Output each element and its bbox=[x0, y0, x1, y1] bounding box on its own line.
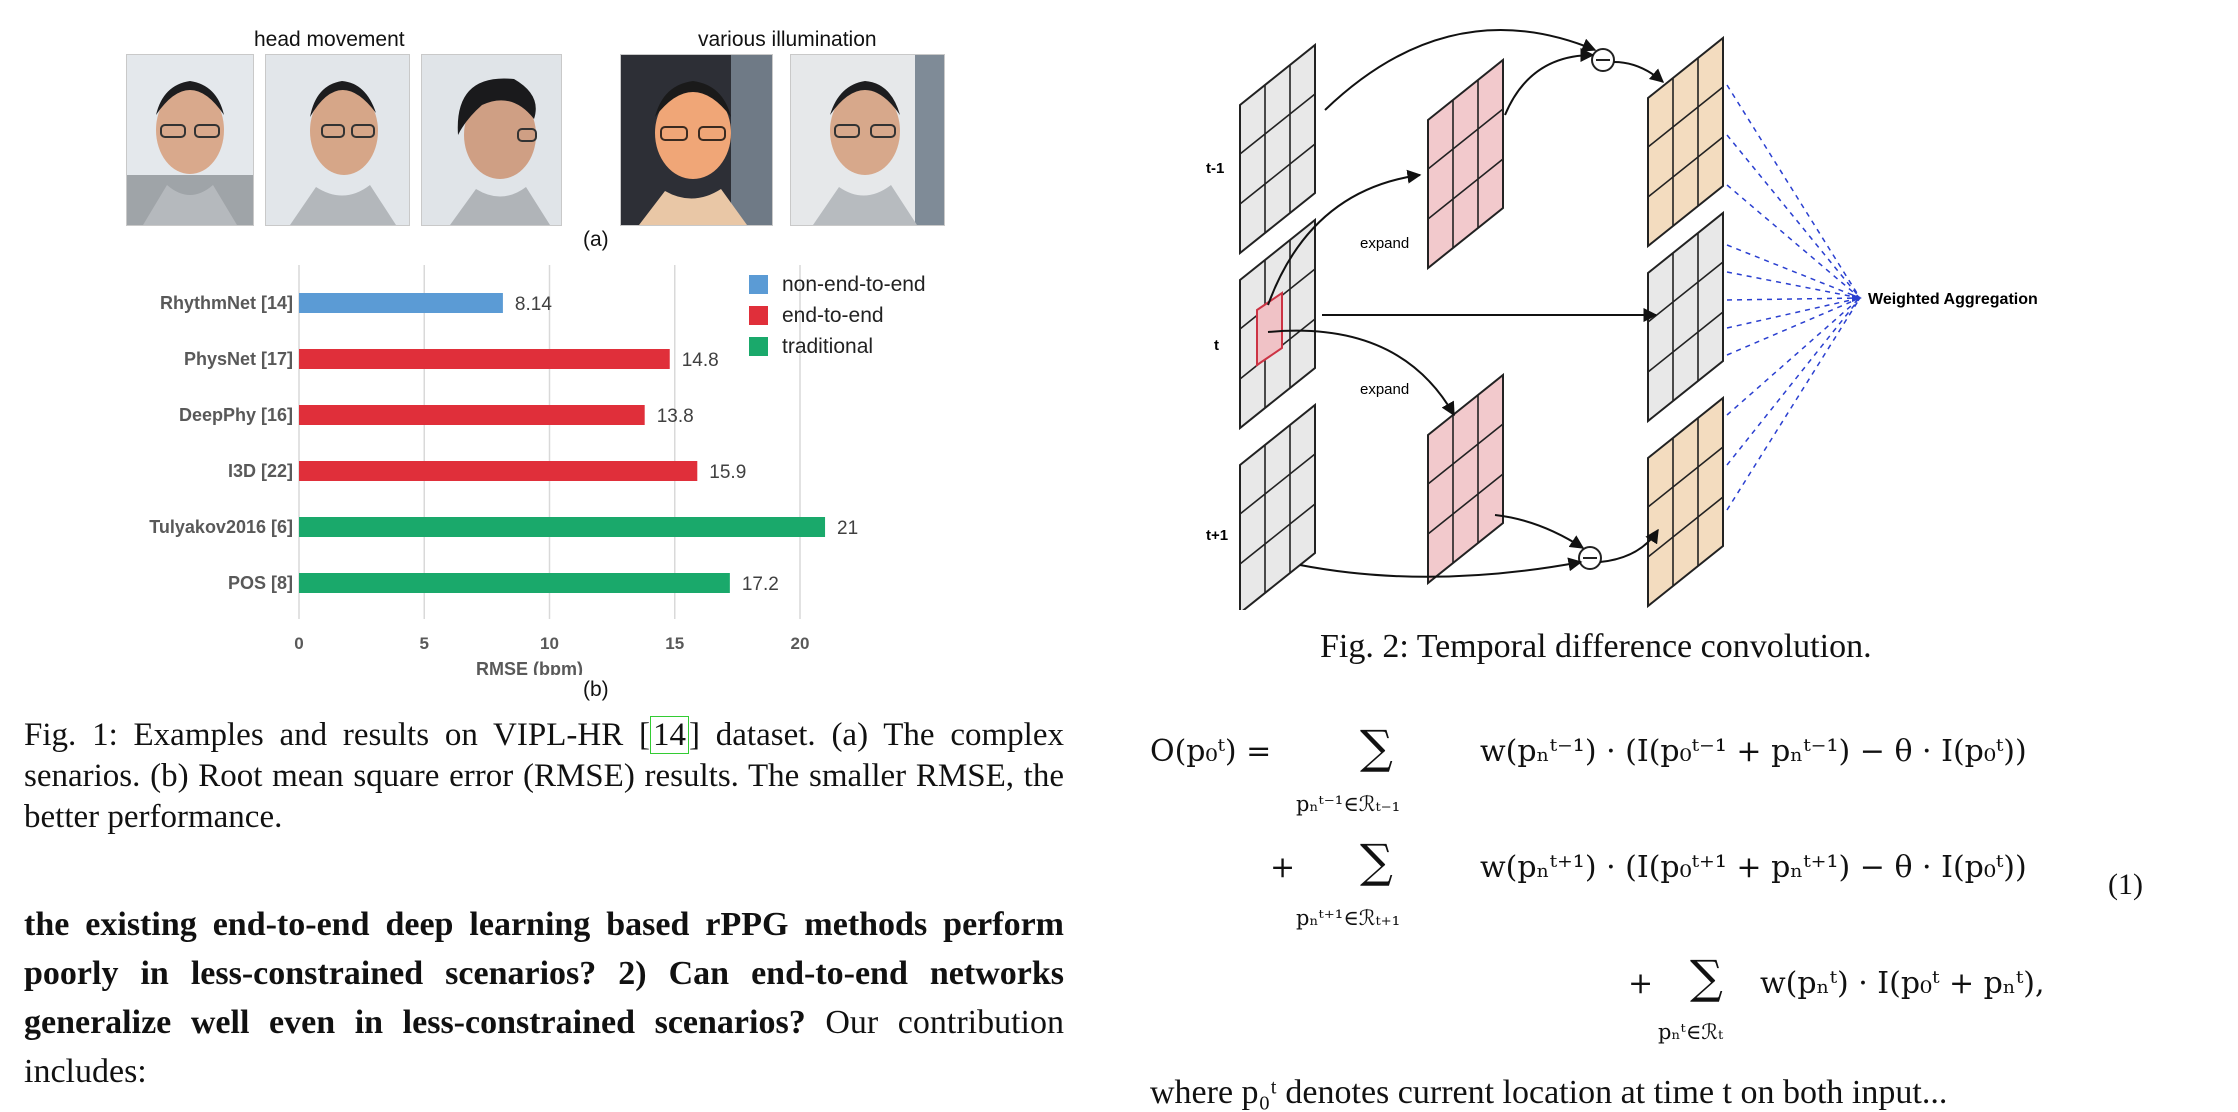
body-paragraph: the existing end-to-end deep learning ba… bbox=[24, 900, 1064, 1096]
legend-swatch bbox=[749, 337, 768, 356]
category-label: RhythmNet [14] bbox=[160, 293, 293, 313]
expand-label-bottom: expand bbox=[1360, 381, 1409, 398]
group-label-head-movement: head movement bbox=[254, 28, 405, 51]
data-label: 17.2 bbox=[742, 574, 779, 595]
category-label: POS [8] bbox=[228, 573, 293, 593]
body-bold-text: the existing end-to-end deep learning ba… bbox=[24, 906, 1064, 1041]
fig1-caption-prefix: Fig. 1: Examples and results on VIPL-HR … bbox=[24, 717, 650, 753]
panel-label-a: (a) bbox=[583, 228, 609, 251]
output-grid-top bbox=[1647, 35, 1724, 249]
eq-line3-plus: + bbox=[1628, 966, 1654, 1001]
row-label-t: t bbox=[1214, 337, 1219, 354]
panel-label-b: (b) bbox=[583, 678, 609, 701]
input-grid-t-minus-1 bbox=[1239, 42, 1316, 256]
eq-line2-plus: + bbox=[1270, 850, 1296, 885]
row-label-t-plus-1: t+1 bbox=[1206, 527, 1228, 544]
group-label-various-illumination: various illumination bbox=[698, 28, 877, 51]
aggregation-arrow-head bbox=[1852, 294, 1862, 302]
photo-face-normal-light bbox=[790, 54, 945, 226]
output-grid-middle bbox=[1647, 210, 1724, 424]
category-label: DeepPhy [16] bbox=[179, 405, 293, 425]
weighted-aggregation-label: Weighted Aggregation bbox=[1868, 291, 2038, 308]
data-label: 8.14 bbox=[515, 294, 552, 315]
bar bbox=[299, 405, 645, 425]
eq-line1-sum: ∑ bbox=[1360, 720, 1393, 774]
legend-label: non-end-to-end bbox=[782, 273, 926, 296]
photo-face-profile bbox=[421, 54, 562, 226]
category-label: PhysNet [17] bbox=[184, 349, 293, 369]
equation-number: (1) bbox=[2108, 868, 2143, 901]
data-label: 13.8 bbox=[657, 406, 694, 427]
fig1-caption-suffix: ] dataset. (a) The complex senarios. (b)… bbox=[24, 717, 1065, 835]
data-label: 21 bbox=[837, 518, 858, 539]
eq-line3-sum: ∑ bbox=[1690, 950, 1723, 1004]
output-grid-bottom bbox=[1647, 395, 1724, 609]
fig2-caption: Fig. 2: Temporal difference convolution. bbox=[1320, 628, 1872, 665]
input-grid-t bbox=[1239, 217, 1316, 431]
data-label: 15.9 bbox=[709, 462, 746, 483]
eq-line1-lhs: O(p₀ᵗ) = bbox=[1150, 734, 1272, 769]
photo-face-frontal bbox=[126, 54, 254, 226]
expanded-grid-top bbox=[1427, 57, 1504, 271]
eq-line1-body: w(pₙᵗ⁻¹) · (I(p₀ᵗ⁻¹ + pₙᵗ⁻¹) − θ · I(p₀ᵗ… bbox=[1480, 734, 2027, 769]
cut-off-text-line: where p₀ᵗ denotes current location at ti… bbox=[1150, 1074, 1948, 1111]
legend-swatch bbox=[749, 306, 768, 325]
minus-node-top bbox=[1591, 48, 1615, 72]
bar bbox=[299, 293, 503, 313]
expanded-grid-bottom bbox=[1427, 372, 1504, 586]
x-axis-title: RMSE (bpm) bbox=[476, 659, 583, 675]
expand-label-top: expand bbox=[1360, 235, 1409, 252]
x-tick-label: 5 bbox=[420, 634, 429, 653]
photo-face-turned bbox=[265, 54, 410, 226]
x-tick-label: 10 bbox=[540, 634, 559, 653]
x-tick-label: 0 bbox=[294, 634, 303, 653]
legend-swatch bbox=[749, 275, 768, 294]
x-tick-label: 15 bbox=[665, 634, 684, 653]
eq-line3-sub: pₙᵗ∈ℛₜ bbox=[1658, 1020, 1724, 1044]
eq-line2-sum: ∑ bbox=[1360, 834, 1393, 888]
temporal-difference-diagram: t-1 t t+1 expand expand bbox=[1206, 29, 2038, 610]
input-grid-t-plus-1 bbox=[1239, 402, 1316, 610]
bar bbox=[299, 461, 698, 481]
fig1-caption: Fig. 1: Examples and results on VIPL-HR … bbox=[24, 715, 1064, 838]
photo-face-bright-light bbox=[620, 54, 773, 226]
category-label: Tulyakov2016 [6] bbox=[149, 517, 293, 537]
eq-line1-sub: pₙᵗ⁻¹∈ℛₜ₋₁ bbox=[1296, 792, 1401, 816]
eq-line2-body: w(pₙᵗ⁺¹) · (I(p₀ᵗ⁺¹ + pₙᵗ⁺¹) − θ · I(p₀ᵗ… bbox=[1480, 850, 2027, 885]
minus-node-bottom bbox=[1578, 546, 1602, 570]
flow-arrows bbox=[1267, 29, 1665, 578]
category-label: I3D [22] bbox=[228, 461, 293, 481]
citation-link[interactable]: 14 bbox=[650, 716, 689, 754]
data-label: 14.8 bbox=[682, 350, 719, 371]
legend-label: end-to-end bbox=[782, 304, 884, 327]
body-normal-text: Our contribution includes: bbox=[24, 1004, 1064, 1090]
bar bbox=[299, 349, 670, 369]
x-tick-label: 20 bbox=[791, 634, 810, 653]
equation-block: O(p₀ᵗ) = ∑ pₙᵗ⁻¹∈ℛₜ₋₁ w(pₙᵗ⁻¹) · (I(p₀ᵗ⁻… bbox=[1150, 720, 2150, 1050]
bar bbox=[299, 517, 826, 537]
legend-label: traditional bbox=[782, 335, 873, 358]
rmse-bar-chart: 0 5 10 15 20 RhythmNet [14] 8.14 PhysNet [17] 14… bbox=[149, 265, 926, 675]
row-label-t-minus-1: t-1 bbox=[1206, 160, 1224, 177]
eq-line2-sub: pₙᵗ⁺¹∈ℛₜ₊₁ bbox=[1296, 906, 1401, 930]
aggregation-lines bbox=[1726, 84, 1861, 511]
bar bbox=[299, 573, 730, 593]
eq-line3-body: w(pₙᵗ) · I(p₀ᵗ + pₙᵗ), bbox=[1760, 966, 2045, 1001]
